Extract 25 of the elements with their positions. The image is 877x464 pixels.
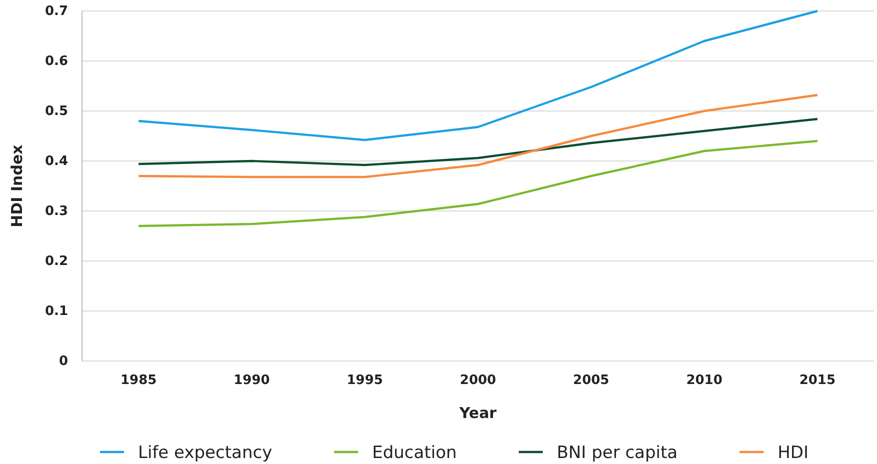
y-axis-title: HDI Index	[8, 144, 26, 228]
legend-label: HDI	[778, 443, 808, 463]
y-tick-label: 0.6	[44, 54, 68, 70]
y-tick-label: 0.3	[44, 204, 68, 220]
legend-label: BNI per capita	[556, 443, 678, 463]
line-series	[137, 140, 819, 228]
x-tick-label: 2010	[686, 373, 722, 388]
line-series	[137, 94, 819, 178]
y-tick-label: 0.4	[44, 154, 68, 170]
y-tick-label: 0.1	[44, 304, 68, 320]
legend-label: Education	[372, 443, 457, 463]
x-tick-label: 1995	[346, 373, 383, 388]
x-axis-title: Year	[458, 404, 498, 422]
x-tick-label: 1985	[120, 373, 157, 388]
x-tick-label: 2015	[799, 373, 836, 388]
legend-label: Life expectancy	[138, 443, 272, 463]
x-tick-label: 2000	[460, 373, 496, 388]
y-tick-label: 0.5	[44, 104, 68, 120]
x-tick-label: 2005	[573, 373, 610, 388]
y-tick-label: 0	[58, 354, 68, 370]
y-tick-label: 0.2	[44, 254, 68, 270]
y-tick-label: 0.7	[44, 4, 68, 20]
x-tick-label: 1990	[234, 373, 270, 388]
line-series	[137, 118, 819, 166]
line-series	[137, 10, 819, 142]
